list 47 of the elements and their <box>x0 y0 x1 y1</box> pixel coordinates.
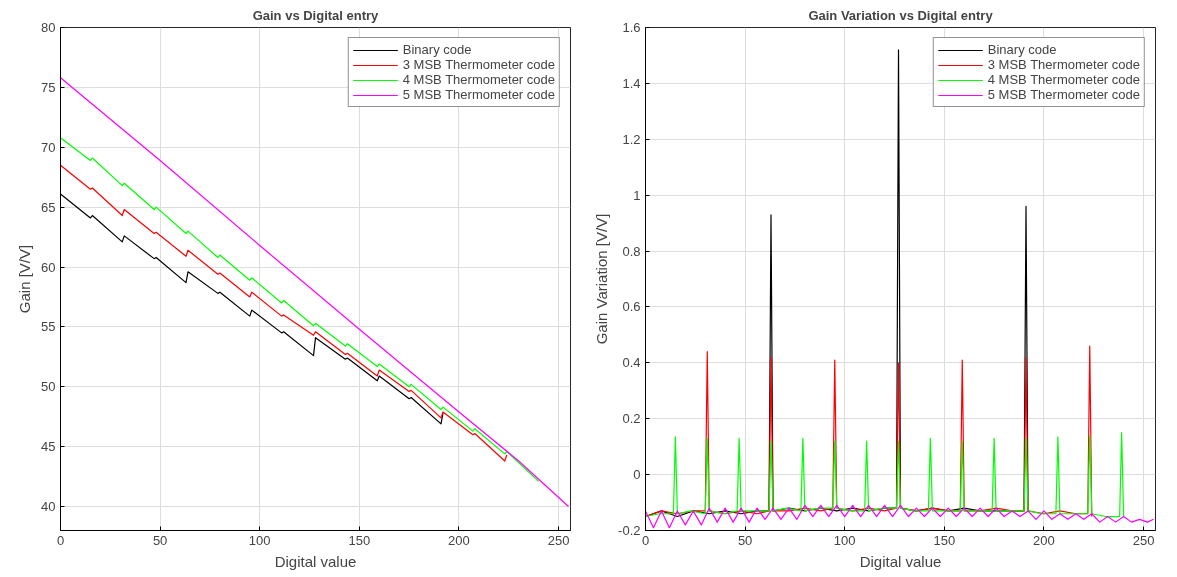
y-axis-title: Gain [V/V] <box>16 244 34 314</box>
x-axis-title: Digital value <box>859 552 942 570</box>
y-tick-label: 50 <box>41 379 56 395</box>
y-tick-label: 70 <box>41 139 56 155</box>
y-tick-label: 0.4 <box>622 355 641 371</box>
chart-title: Gain Variation vs Digital entry <box>808 7 994 23</box>
line-series <box>60 77 570 508</box>
x-tick-label: 250 <box>1132 532 1155 548</box>
line-series <box>60 164 508 462</box>
legend-label: 4 MSB Thermometer code <box>402 72 555 87</box>
x-tick-label: 100 <box>833 532 856 548</box>
y-tick-label: 65 <box>41 199 56 215</box>
x-tick-label: 50 <box>152 532 168 548</box>
legend-label: 4 MSB Thermometer code <box>987 72 1140 87</box>
y-tick-label: 0.6 <box>622 299 641 315</box>
legend-label: 3 MSB Thermometer code <box>987 57 1140 72</box>
chart-title: Gain vs Digital entry <box>252 7 380 23</box>
legend-label: Binary code <box>402 42 472 57</box>
legend-label: 5 MSB Thermometer code <box>987 87 1140 102</box>
legend-label: 3 MSB Thermometer code <box>402 57 555 72</box>
x-tick-label: 150 <box>933 532 956 548</box>
y-tick-label: 0.2 <box>622 411 641 427</box>
y-tick-label: 0 <box>633 467 641 483</box>
x-tick-label: 200 <box>1033 532 1055 548</box>
line-series <box>60 137 540 482</box>
x-tick-label: 250 <box>547 532 570 548</box>
x-tick-label: 150 <box>348 532 371 548</box>
x-tick-label: 200 <box>448 532 470 548</box>
legend-label: 5 MSB Thermometer code <box>402 87 555 102</box>
y-tick-label: 1.6 <box>622 20 641 35</box>
y-tick-label: 45 <box>41 439 56 455</box>
y-tick-label: 60 <box>41 259 56 275</box>
y-tick-label: 0.8 <box>622 243 641 259</box>
x-tick-label: 50 <box>737 532 753 548</box>
y-tick-label: 1.4 <box>622 75 641 91</box>
x-tick-label: 100 <box>248 532 271 548</box>
y-tick-label: 40 <box>41 499 56 515</box>
y-tick-label: 80 <box>41 20 56 35</box>
line-series <box>645 432 1125 518</box>
y-tick-label: 75 <box>41 79 56 95</box>
y-axis-title: Gain Variation [V/V] <box>593 213 611 345</box>
y-tick-label: -0.2 <box>618 523 641 538</box>
y-tick-label: 1.2 <box>622 131 641 147</box>
legend-label: Binary code <box>987 42 1057 57</box>
x-axis-title: Digital value <box>274 552 357 570</box>
y-tick-label: 1 <box>633 187 641 203</box>
y-tick-label: 55 <box>41 319 56 335</box>
